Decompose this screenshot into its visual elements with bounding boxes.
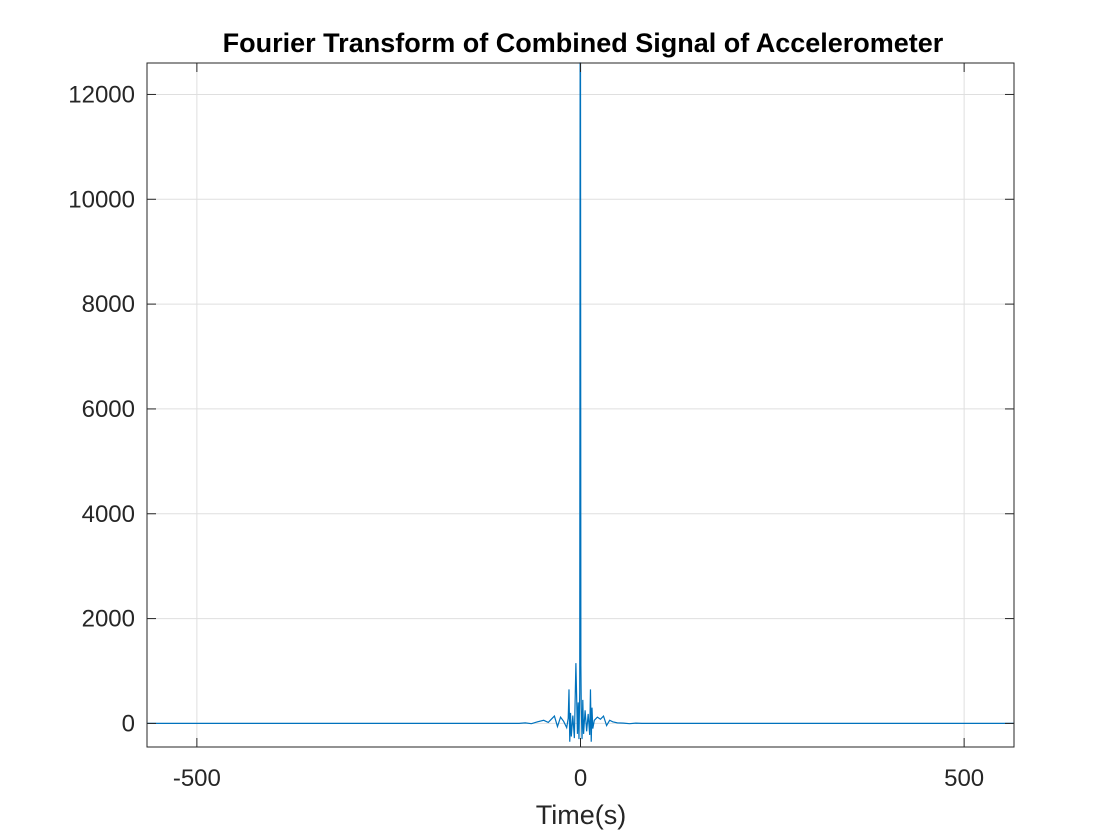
- x-tick-label: 0: [574, 765, 587, 792]
- y-tick-label: 2000: [82, 606, 135, 633]
- tick-marks: [147, 63, 1014, 747]
- y-tick-label: 4000: [82, 501, 135, 528]
- chart-title: Fourier Transform of Combined Signal of …: [223, 28, 944, 58]
- y-tick-label: 12000: [68, 81, 135, 108]
- tick-labels: -500 0 500 0 2000 4000 6000 8000 10000 12000: [68, 81, 984, 792]
- y-tick-label: 10000: [68, 186, 135, 213]
- y-tick-label: 6000: [82, 396, 135, 423]
- y-tick-label: 8000: [82, 291, 135, 318]
- x-axis-label: Time(s): [536, 800, 626, 830]
- x-tick-label: 500: [944, 765, 984, 792]
- x-tick-label: -500: [173, 765, 221, 792]
- y-tick-label: 0: [122, 710, 135, 737]
